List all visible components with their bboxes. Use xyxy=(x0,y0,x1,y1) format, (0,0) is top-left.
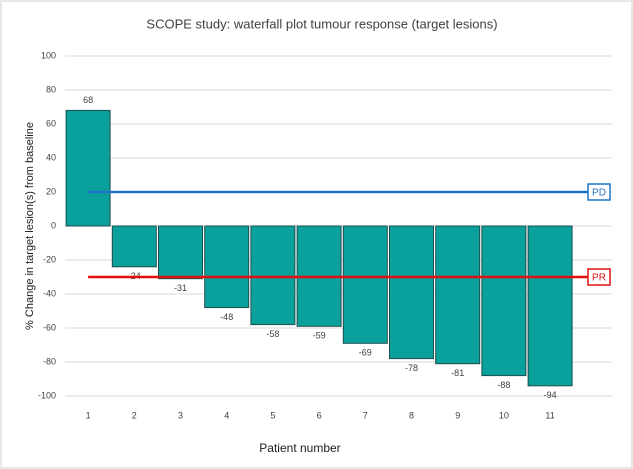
y-tick-label: 100 xyxy=(41,50,56,60)
y-tick-label: -60 xyxy=(43,322,56,332)
x-axis-label: Patient number xyxy=(259,441,340,455)
x-tick-label: 6 xyxy=(317,410,322,420)
x-tick-label: 2 xyxy=(132,410,137,420)
bar xyxy=(342,225,388,344)
bar xyxy=(250,225,296,326)
y-tick-label: -100 xyxy=(38,390,56,400)
x-tick-label: 9 xyxy=(455,410,460,420)
reference-label: PR xyxy=(592,273,606,284)
bar xyxy=(481,225,527,377)
y-tick-label: -40 xyxy=(43,288,56,298)
x-tick-label: 7 xyxy=(363,410,368,420)
y-axis-label: % Change in target lesion(s) from baseli… xyxy=(24,122,36,330)
data-label: -81 xyxy=(451,368,464,378)
reference-label-box xyxy=(587,183,611,201)
x-tick-label: 11 xyxy=(545,410,554,420)
data-label: -69 xyxy=(359,348,372,358)
data-label: -48 xyxy=(220,312,233,322)
data-label: 68 xyxy=(83,95,93,105)
bar xyxy=(389,225,434,360)
data-label: -31 xyxy=(174,283,187,293)
x-tick-label: 1 xyxy=(86,410,91,420)
data-label: -58 xyxy=(266,329,279,339)
x-tick-label: 8 xyxy=(409,410,414,420)
data-label: -94 xyxy=(544,390,557,400)
y-tick-label: 40 xyxy=(46,152,56,162)
y-tick-label: -20 xyxy=(43,254,56,264)
x-tick-label: 10 xyxy=(499,410,509,420)
bar xyxy=(204,225,250,309)
data-label: -88 xyxy=(497,380,510,390)
x-tick-label: 5 xyxy=(270,410,275,420)
reference-label-box xyxy=(587,268,611,286)
bar xyxy=(111,225,157,268)
bar xyxy=(65,109,111,227)
chart-title: SCOPE study: waterfall plot tumour respo… xyxy=(146,16,497,31)
reference-label: PD xyxy=(592,188,606,199)
y-tick-label: -80 xyxy=(43,356,56,366)
data-label: -78 xyxy=(405,363,418,373)
bar xyxy=(158,225,203,280)
y-tick-label: 20 xyxy=(46,186,56,196)
data-label: -59 xyxy=(313,331,326,341)
x-tick-label: 4 xyxy=(224,410,229,420)
y-tick-label: 0 xyxy=(51,220,56,230)
bar xyxy=(435,225,481,365)
bar xyxy=(527,225,573,387)
y-tick-label: 60 xyxy=(46,118,56,128)
y-tick-label: 80 xyxy=(46,84,56,94)
x-tick-label: 3 xyxy=(178,410,183,420)
